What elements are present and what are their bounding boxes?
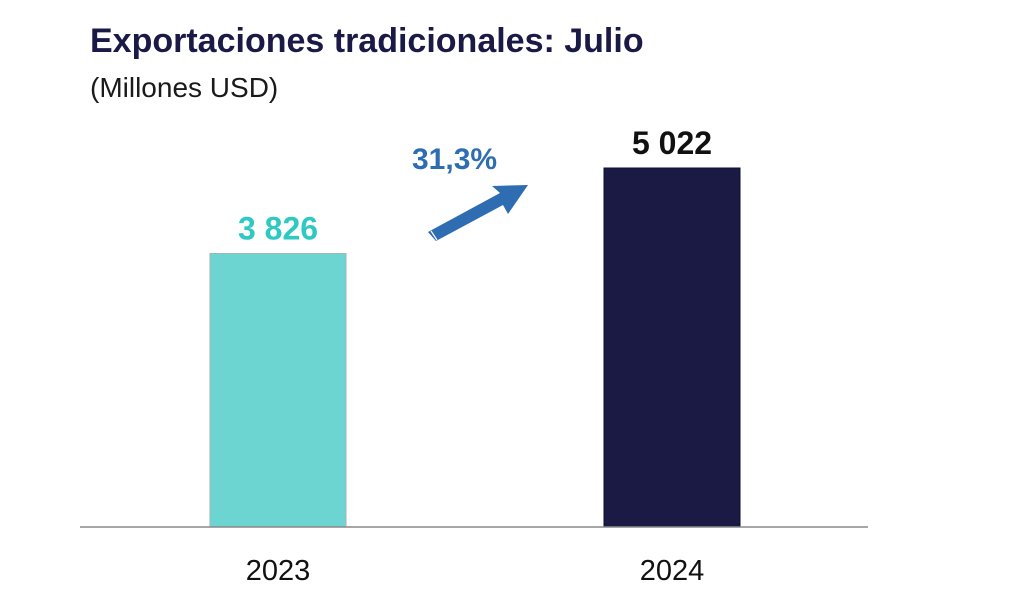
category-label-2024: 2024 [640,555,705,587]
growth-arrow-icon [426,185,528,243]
category-label-2023: 2023 [246,555,311,587]
value-label-2023: 3 826 [238,210,318,246]
value-label-2024: 5 022 [632,125,712,161]
bar-2024 [603,167,741,528]
growth-percentage-label: 31,3% [412,143,497,176]
chart-title: Exportaciones tradicionales: Julio [90,22,644,60]
bar-2023 [209,252,347,528]
chart-subtitle: (Millones USD) [90,72,279,103]
